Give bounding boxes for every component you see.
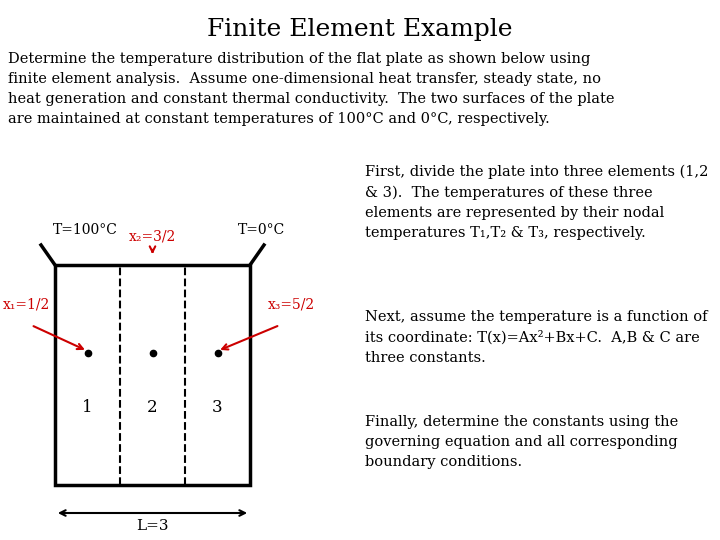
Text: 2: 2 — [147, 400, 158, 416]
Text: Next, assume the temperature is a function of
its coordinate: T(x)=Ax²+Bx+C.  A,: Next, assume the temperature is a functi… — [365, 310, 708, 364]
Text: T=100°C: T=100°C — [53, 223, 118, 237]
Text: Determine the temperature distribution of the flat plate as shown below using
fi: Determine the temperature distribution o… — [8, 52, 614, 126]
Text: 1: 1 — [82, 400, 93, 416]
Text: 3: 3 — [212, 400, 222, 416]
Text: Finite Element Example: Finite Element Example — [207, 18, 513, 41]
Text: First, divide the plate into three elements (1,2
& 3).  The temperatures of thes: First, divide the plate into three eleme… — [365, 165, 708, 240]
Text: x₃=5/2: x₃=5/2 — [268, 297, 315, 311]
Bar — [55, 265, 250, 485]
Text: T=0°C: T=0°C — [238, 223, 286, 237]
Text: x₂=3/2: x₂=3/2 — [129, 229, 176, 243]
Text: Finally, determine the constants using the
governing equation and all correspond: Finally, determine the constants using t… — [365, 415, 678, 469]
Text: L=3: L=3 — [136, 519, 168, 533]
Text: x₁=1/2: x₁=1/2 — [3, 297, 50, 311]
